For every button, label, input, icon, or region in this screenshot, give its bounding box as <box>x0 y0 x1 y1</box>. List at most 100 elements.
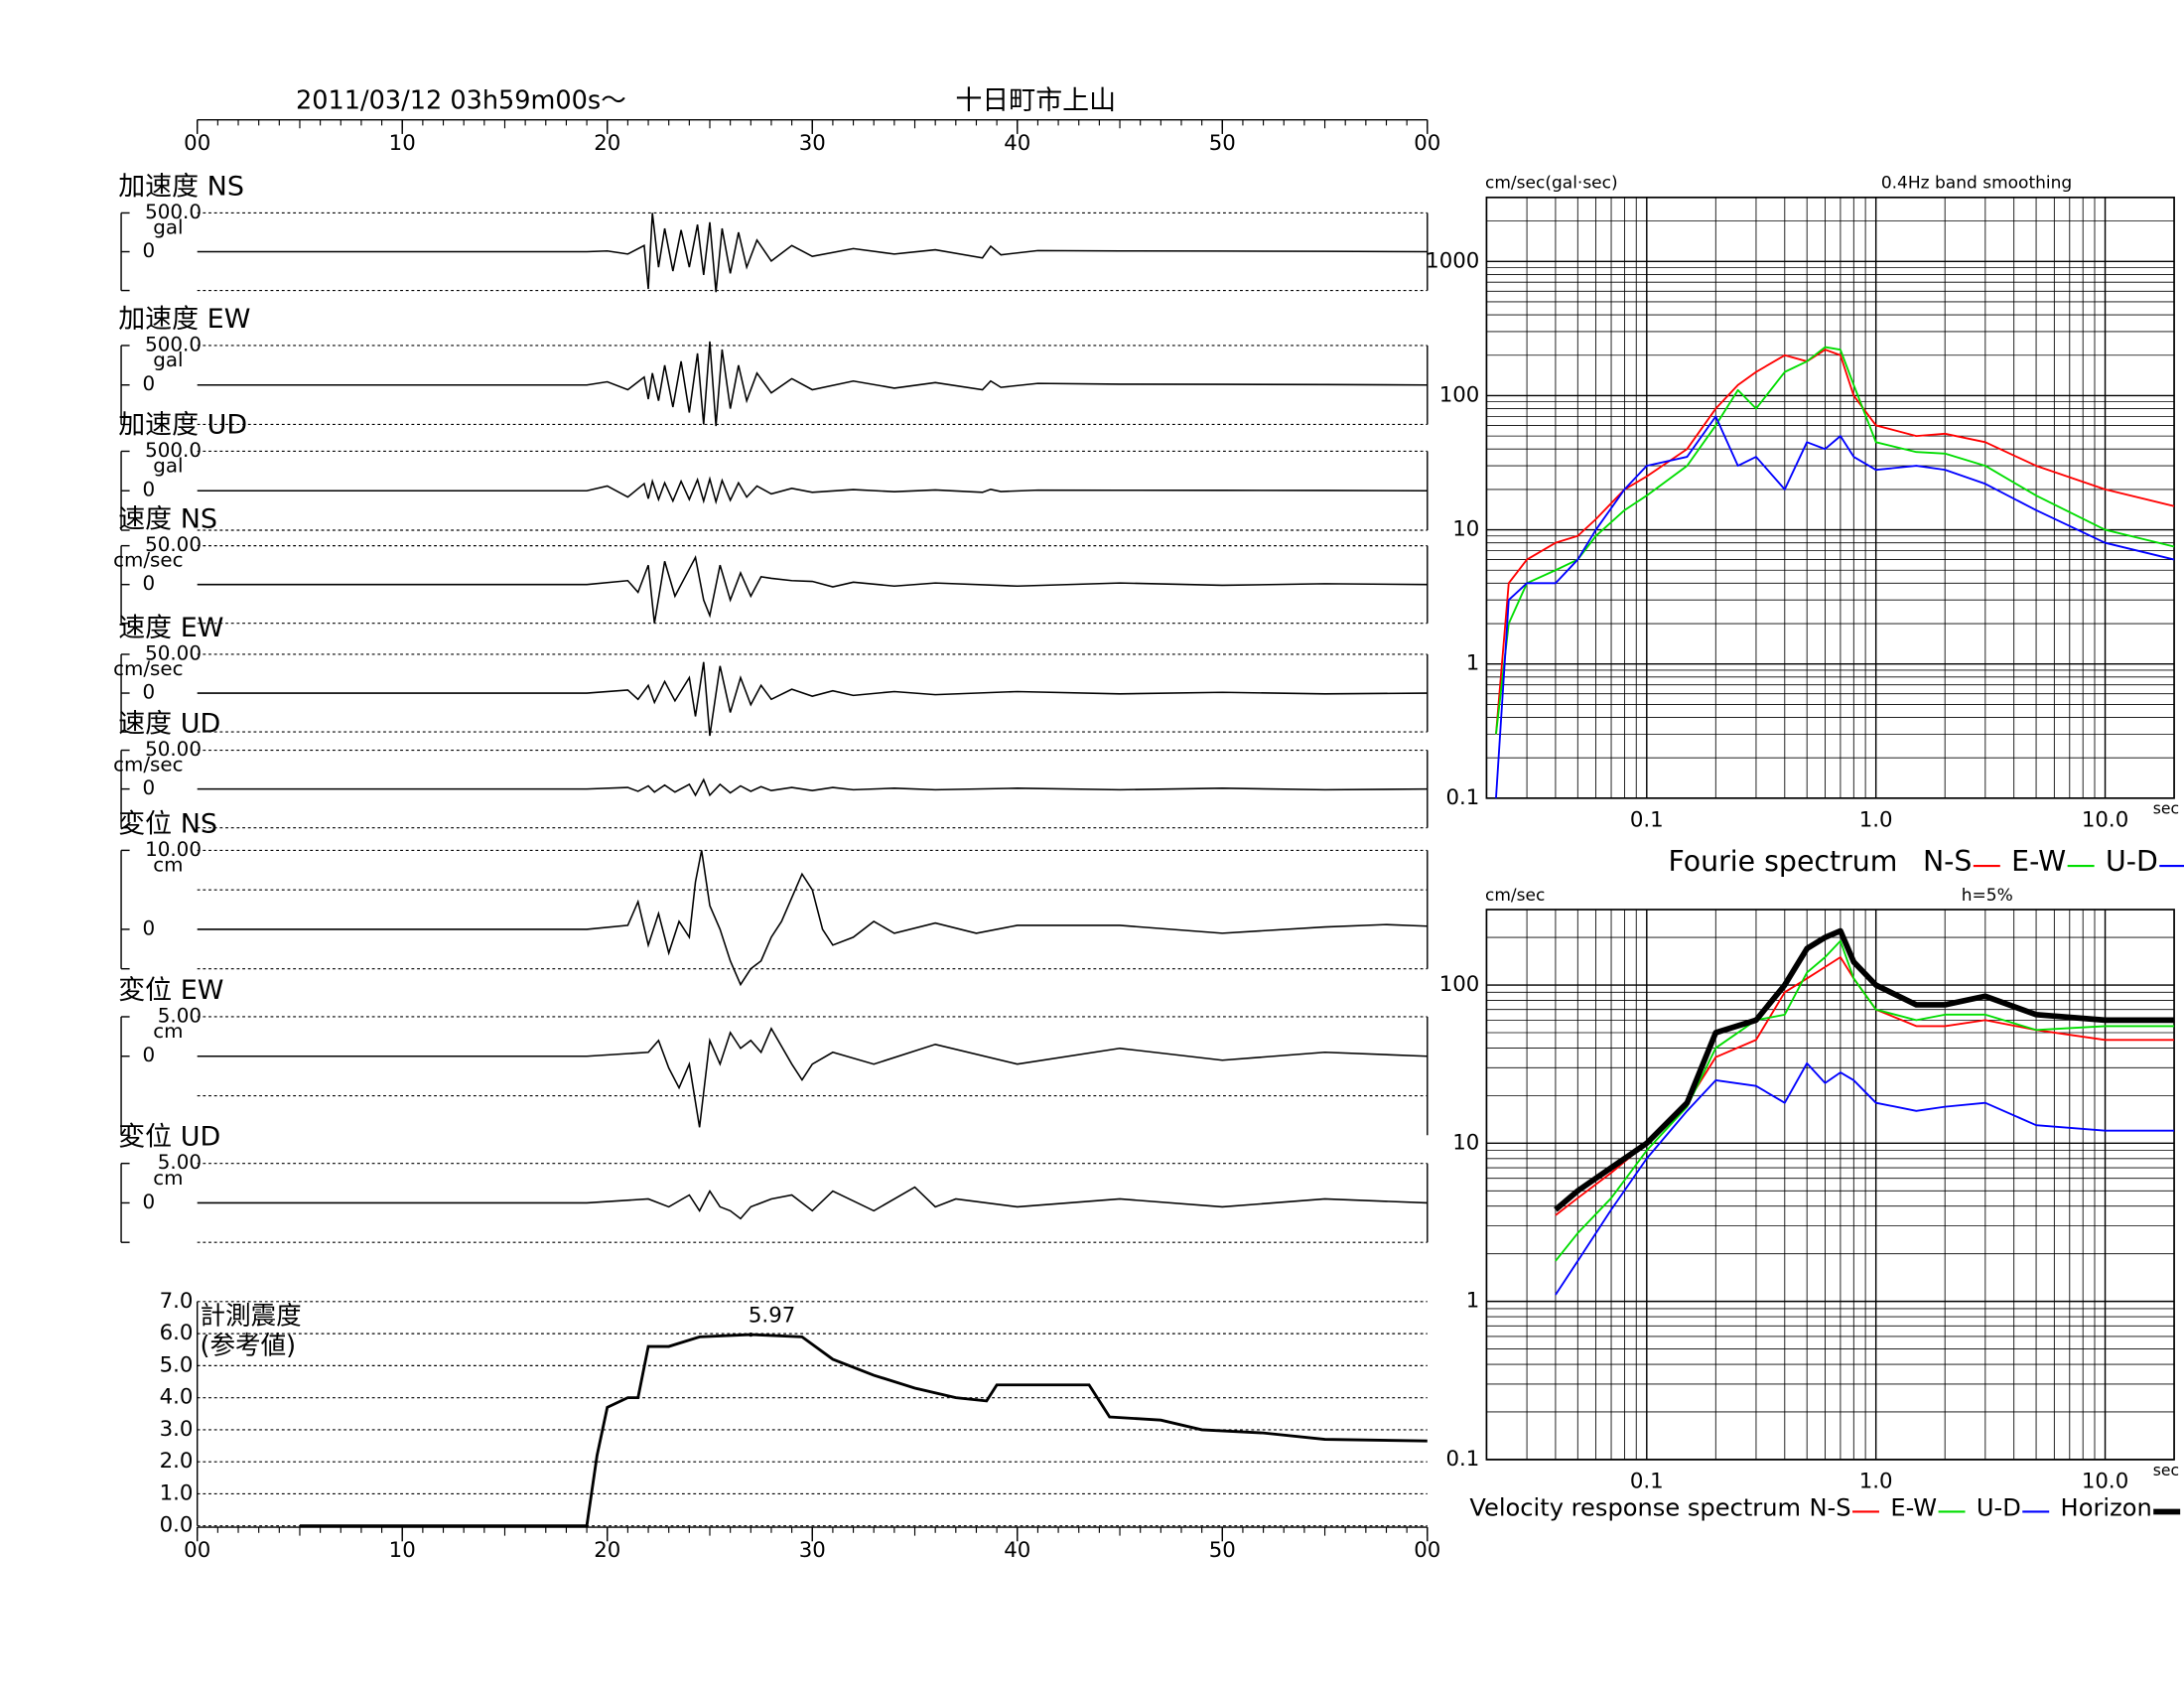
x-tick-label: 50 <box>1209 131 1236 156</box>
chart-title: Fourie spectrum <box>1669 845 1898 878</box>
y-tick-label: 5.0 <box>160 1352 194 1377</box>
trace-title: 変位 NS <box>118 808 217 839</box>
y-axis-label: cm/sec(gal·sec) <box>1485 174 1618 194</box>
legend-label: Horizon <box>2061 1494 2152 1522</box>
datetime: 2011/03/12 03h59m00s〜 <box>296 85 626 115</box>
y-tick-label: 0 <box>142 1044 155 1066</box>
trace-title: 速度 UD <box>118 708 220 739</box>
spectrum-line <box>1555 939 2175 1262</box>
y-tick-label: 0 <box>142 681 155 704</box>
y-tick-label: 500.0 <box>145 201 202 223</box>
y-tick-label: 0 <box>142 776 155 799</box>
y-tick-label: 3.0 <box>160 1417 194 1442</box>
trace-title: 速度 NS <box>118 504 217 535</box>
x-tick-label: 1.0 <box>1859 1470 1893 1494</box>
y-tick-label: 1000 <box>1426 248 1479 273</box>
x-tick-label: 30 <box>799 131 826 156</box>
y-tick-label: 1 <box>1466 1289 1480 1314</box>
peak-label: 5.97 <box>749 1304 795 1329</box>
x-tick-label: 50 <box>1209 1538 1236 1563</box>
y-axis-label: cm/sec <box>1485 886 1545 906</box>
trace-title: 速度 EW <box>118 613 223 643</box>
plot-frame <box>1485 196 2175 799</box>
y-tick-label: 0.1 <box>1445 785 1479 810</box>
y-tick-label: 2.0 <box>160 1449 194 1474</box>
waveform <box>197 341 1428 427</box>
unit-label: cm/sec <box>113 657 183 680</box>
chart-subtitle: 0.4Hz band smoothing <box>1881 174 2072 194</box>
x-tick-label: 00 <box>1414 1538 1440 1563</box>
y-tick-label: 0 <box>142 479 155 501</box>
y-tick-label: 0.0 <box>160 1513 194 1538</box>
x-axis-label: sec <box>2153 1462 2179 1479</box>
spectrum-line <box>1495 349 2175 735</box>
x-tick-label: 10.0 <box>2082 808 2128 833</box>
y-tick-label: 10 <box>1452 517 1479 542</box>
y-tick-label: 1.0 <box>160 1480 194 1505</box>
trace-title: 加速度 UD <box>118 409 247 440</box>
y-tick-label: 50.00 <box>145 641 202 664</box>
unit-label: cm <box>153 1167 183 1190</box>
waveform <box>197 850 1428 987</box>
legend-label: E-W <box>1890 1494 1937 1522</box>
y-tick-label: 500.0 <box>145 439 202 462</box>
unit-label: cm <box>153 1020 183 1043</box>
y-tick-label: 5.00 <box>158 1151 202 1174</box>
legend-label: N-S <box>1810 1494 1851 1522</box>
y-tick-label: 0 <box>142 239 155 262</box>
y-tick-label: 7.0 <box>160 1289 194 1314</box>
x-tick-label: 20 <box>594 131 620 156</box>
x-tick-label: 10 <box>389 131 416 156</box>
y-tick-label: 0 <box>142 1191 155 1213</box>
y-tick-label: 50.00 <box>145 738 202 761</box>
y-tick-label: 10 <box>1452 1130 1479 1155</box>
y-tick-label: 10.00 <box>145 838 202 861</box>
chart-subtitle: h=5% <box>1962 886 2013 906</box>
peak-dot <box>749 1332 753 1337</box>
waveform <box>197 476 1428 505</box>
legend-label: U-D <box>1977 1494 2021 1522</box>
x-tick-label: 00 <box>1414 131 1440 156</box>
y-tick-label: 1 <box>1466 651 1480 676</box>
legend-label: E-W <box>2011 845 2066 878</box>
y-tick-label: 50.00 <box>145 533 202 556</box>
unit-label: cm <box>153 854 183 877</box>
spectrum-line <box>1495 415 2175 798</box>
trace-title: 変位 EW <box>118 975 223 1006</box>
x-axis-label: sec <box>2153 800 2179 818</box>
y-tick-label: 5.00 <box>158 1004 202 1027</box>
y-tick-label: 0 <box>142 572 155 595</box>
spectrum-line <box>1555 956 2175 1216</box>
x-tick-label: 00 <box>184 131 210 156</box>
x-tick-label: 1.0 <box>1859 808 1893 833</box>
legend-label: U-D <box>2106 845 2158 878</box>
y-tick-label: 4.0 <box>160 1385 194 1410</box>
unit-label: gal <box>153 216 183 239</box>
x-tick-label: 0.1 <box>1630 1470 1664 1494</box>
x-tick-label: 30 <box>799 1538 826 1563</box>
trace-title: 加速度 NS <box>118 171 244 202</box>
spectrum-line <box>1495 346 2175 735</box>
y-tick-label: 500.0 <box>145 333 202 355</box>
y-tick-label: 0 <box>142 916 155 939</box>
x-tick-label: 20 <box>594 1538 620 1563</box>
spectrum-line <box>1555 1061 2175 1296</box>
unit-label: gal <box>153 455 183 478</box>
waveform <box>197 1186 1428 1220</box>
unit-label: cm/sec <box>113 549 183 572</box>
intensity-line <box>299 1333 1428 1528</box>
x-tick-label: 10 <box>389 1538 416 1563</box>
legend-label: N-S <box>1923 845 1972 878</box>
chart-title: Velocity response spectrum <box>1469 1494 1801 1522</box>
chart-subtitle: (参考値) <box>201 1331 297 1360</box>
y-tick-label: 0.1 <box>1445 1447 1479 1472</box>
station: 十日町市上山 <box>955 85 1116 116</box>
unit-label: gal <box>153 349 183 371</box>
y-tick-label: 0 <box>142 372 155 395</box>
plot-frame <box>1485 909 2175 1461</box>
spectrum-line <box>1554 927 2175 1212</box>
y-tick-label: 6.0 <box>160 1321 194 1345</box>
x-tick-label: 0.1 <box>1630 808 1664 833</box>
